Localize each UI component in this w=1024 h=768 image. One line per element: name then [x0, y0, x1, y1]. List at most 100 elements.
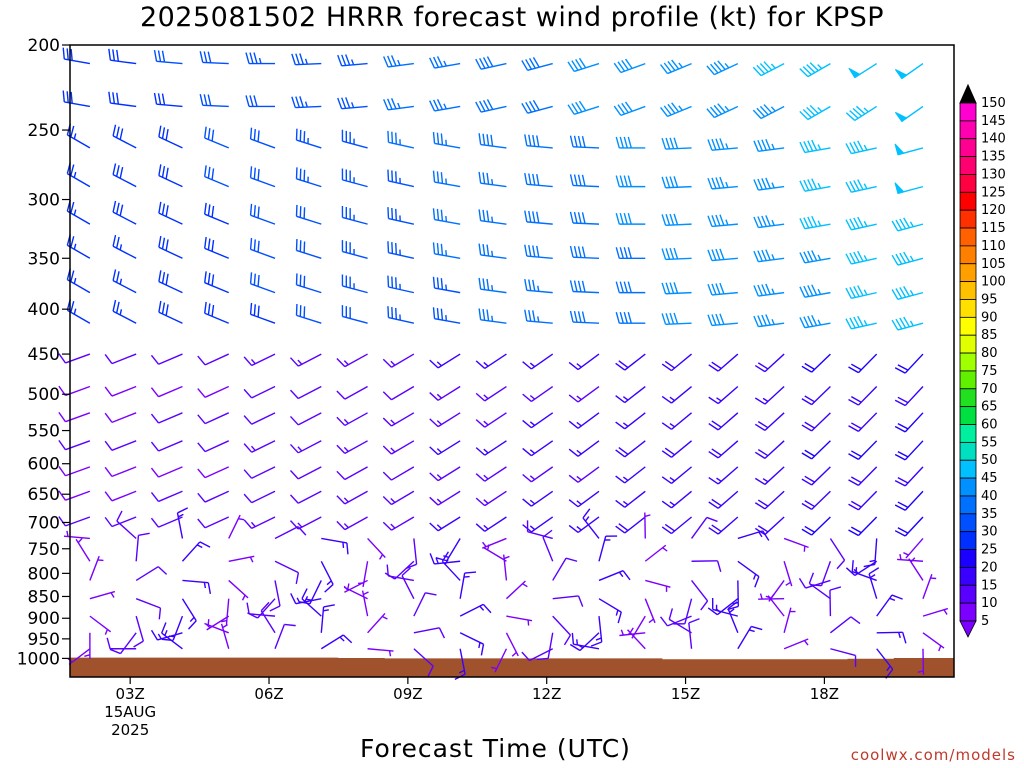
x-tick-label: 18Z	[810, 685, 839, 703]
wind-barb	[475, 466, 507, 482]
wind-barb	[197, 353, 230, 366]
wind-barb	[429, 412, 461, 428]
wind-barb	[112, 234, 137, 259]
wind-barb	[336, 353, 368, 368]
wind-barb	[89, 615, 112, 635]
wind-barb	[104, 440, 137, 451]
wind-barb	[382, 353, 415, 368]
wind-barb	[367, 612, 388, 634]
wind-barb	[891, 316, 924, 331]
x-tick-label: 15Z	[671, 685, 700, 703]
wind-barb	[615, 281, 646, 294]
wind-barb	[894, 490, 924, 511]
wind-barb	[707, 282, 738, 296]
colorbar-label: 110	[981, 239, 1006, 254]
wind-barb	[182, 579, 212, 595]
wind-barb	[524, 244, 553, 259]
wind-barb	[799, 178, 831, 192]
wind-barb	[475, 99, 507, 113]
wind-barb	[58, 439, 91, 451]
wind-barb	[382, 466, 415, 481]
wind-barb	[661, 466, 693, 484]
y-tick-label: 300	[28, 191, 60, 211]
colorbar-segment	[959, 602, 977, 622]
wind-barb	[336, 490, 368, 505]
colorbar-segment	[959, 477, 977, 497]
colorbar-label: 65	[981, 400, 998, 415]
wind-barb	[783, 638, 809, 650]
wind-barb	[341, 129, 368, 149]
wind-barb	[75, 537, 91, 562]
colorbar-segment	[959, 567, 977, 586]
wind-barb	[387, 241, 415, 259]
wind-barb	[848, 516, 878, 537]
wind-barb	[341, 274, 368, 294]
wind-barb	[848, 412, 878, 432]
wind-barb	[135, 566, 168, 582]
wind-barb	[848, 490, 878, 511]
wind-barb	[104, 466, 137, 478]
wind-barb	[478, 243, 507, 259]
colorbar-segment	[959, 370, 977, 390]
wind-barb	[228, 514, 245, 539]
wind-barb	[668, 608, 692, 634]
wind-barb	[133, 615, 145, 648]
wind-barb	[582, 508, 600, 539]
wind-barb	[383, 98, 414, 111]
wind-barb	[89, 590, 116, 600]
wind-barb	[754, 490, 785, 510]
colorbar-segment	[959, 424, 977, 443]
colorbar-label: 60	[981, 418, 998, 433]
colorbar-segment	[959, 102, 977, 122]
wind-barb	[801, 353, 831, 373]
wind-barb	[845, 315, 877, 330]
wind-barb	[249, 272, 276, 294]
wind-barb	[150, 385, 183, 398]
wind-barb	[382, 412, 415, 427]
wind-barb	[568, 466, 600, 483]
wind-barb	[661, 490, 693, 509]
wind-barb	[598, 598, 622, 624]
y-tick-label: 950	[28, 630, 60, 650]
wind-barb	[289, 385, 322, 400]
wind-barb	[567, 100, 600, 115]
wind-barb	[158, 300, 183, 324]
wind-barb	[894, 63, 924, 80]
wind-barb	[753, 215, 785, 229]
wind-barb	[249, 302, 276, 324]
colorbar-segment	[959, 441, 977, 461]
wind-barb	[848, 353, 878, 374]
wind-barb	[478, 277, 507, 294]
wind-barb	[569, 280, 600, 294]
wind-barb	[661, 412, 693, 430]
wind-barb	[522, 440, 554, 457]
wind-barb	[707, 313, 738, 327]
wind-barb	[478, 209, 507, 225]
wind-barb	[295, 204, 322, 225]
wind-barb	[615, 466, 646, 484]
wind-barb	[243, 385, 276, 399]
wind-barb	[801, 386, 831, 406]
wind-barb	[848, 440, 878, 460]
wind-barb	[429, 490, 461, 506]
wind-barb	[754, 466, 785, 486]
wind-barb	[382, 440, 415, 455]
wind-barb	[249, 127, 276, 149]
wind-barb	[245, 52, 276, 65]
y-tick-label: 350	[28, 249, 60, 269]
wind-barb	[801, 466, 831, 486]
credit-link[interactable]: coolwx.com/models	[850, 746, 1016, 764]
wind-barb	[894, 440, 924, 461]
colorbar-label: 15	[981, 578, 998, 593]
wind-barb	[706, 103, 739, 119]
wind-barb	[228, 579, 249, 601]
wind-barb	[615, 136, 646, 149]
wind-barb	[482, 537, 507, 549]
colorbar-label: 90	[981, 310, 998, 325]
colorbar-label: 80	[981, 346, 998, 361]
wind-barb	[153, 92, 183, 108]
wind-barb	[628, 615, 646, 639]
x-tick-label: 12Z	[532, 685, 561, 703]
wind-barb	[301, 588, 322, 617]
wind-barb	[150, 466, 183, 478]
